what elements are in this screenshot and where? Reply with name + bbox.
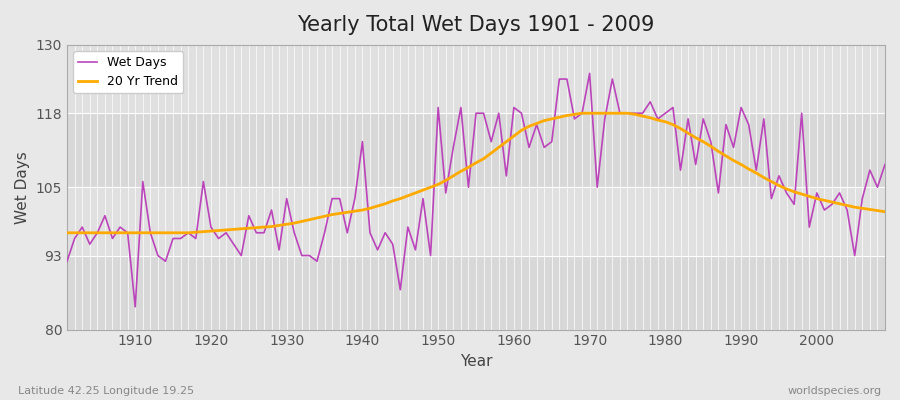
20 Yr Trend <box>122 230 133 235</box>
Wet Days <box>879 162 890 167</box>
Title: Yearly Total Wet Days 1901 - 2009: Yearly Total Wet Days 1901 - 2009 <box>297 15 654 35</box>
20 Yr Trend <box>577 111 588 116</box>
Text: worldspecies.org: worldspecies.org <box>788 386 882 396</box>
Wet Days <box>130 304 140 309</box>
Bar <box>67 113 885 187</box>
Y-axis label: Wet Days: Wet Days <box>15 151 30 224</box>
Legend: Wet Days, 20 Yr Trend: Wet Days, 20 Yr Trend <box>73 51 183 93</box>
20 Yr Trend <box>501 139 512 144</box>
Wet Days <box>61 259 72 264</box>
Wet Days <box>342 230 353 235</box>
Wet Days <box>296 253 307 258</box>
Line: 20 Yr Trend: 20 Yr Trend <box>67 113 885 233</box>
Bar <box>67 45 885 113</box>
Wet Days <box>508 105 519 110</box>
X-axis label: Year: Year <box>460 354 492 369</box>
20 Yr Trend <box>289 221 300 226</box>
20 Yr Trend <box>334 211 345 216</box>
20 Yr Trend <box>61 230 72 235</box>
Bar <box>67 187 885 256</box>
Wet Days <box>122 230 133 235</box>
Wet Days <box>584 71 595 76</box>
Wet Days <box>516 111 526 116</box>
Wet Days <box>615 111 626 116</box>
20 Yr Trend <box>508 134 519 138</box>
20 Yr Trend <box>879 209 890 214</box>
20 Yr Trend <box>607 111 617 116</box>
Bar <box>67 256 885 330</box>
Line: Wet Days: Wet Days <box>67 73 885 307</box>
Text: Latitude 42.25 Longitude 19.25: Latitude 42.25 Longitude 19.25 <box>18 386 194 396</box>
